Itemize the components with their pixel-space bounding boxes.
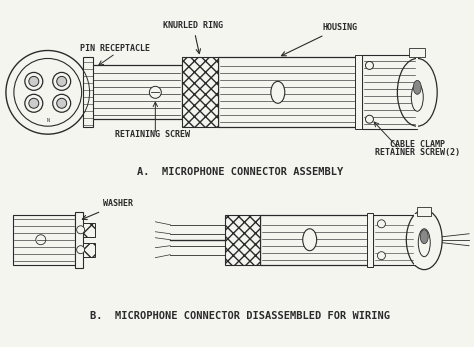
Bar xyxy=(82,243,95,257)
Bar xyxy=(367,213,374,266)
Text: N: N xyxy=(46,118,49,123)
Circle shape xyxy=(365,115,374,123)
Circle shape xyxy=(25,73,43,90)
Circle shape xyxy=(29,76,39,86)
Circle shape xyxy=(14,58,82,126)
Text: RETAINING SCREW: RETAINING SCREW xyxy=(115,130,190,139)
Circle shape xyxy=(149,86,161,98)
Bar xyxy=(89,66,182,119)
Ellipse shape xyxy=(406,210,442,270)
Bar xyxy=(417,207,431,216)
Text: RETAINER SCREW(2): RETAINER SCREW(2) xyxy=(375,148,460,157)
Bar xyxy=(182,58,218,127)
Bar xyxy=(82,223,95,237)
Bar xyxy=(218,58,357,127)
Circle shape xyxy=(53,73,71,90)
Circle shape xyxy=(53,94,71,112)
Circle shape xyxy=(377,220,385,228)
Ellipse shape xyxy=(303,229,317,251)
Circle shape xyxy=(377,252,385,260)
Bar xyxy=(374,215,415,265)
Text: HOUSING: HOUSING xyxy=(282,23,357,56)
Circle shape xyxy=(25,94,43,112)
Bar xyxy=(414,214,416,265)
Ellipse shape xyxy=(418,229,430,257)
Text: KNURLED RING: KNURLED RING xyxy=(163,21,223,53)
Bar xyxy=(355,56,363,129)
Circle shape xyxy=(77,226,85,234)
Bar xyxy=(410,48,425,58)
Circle shape xyxy=(77,246,85,254)
Circle shape xyxy=(365,61,374,69)
Bar xyxy=(74,212,82,268)
Ellipse shape xyxy=(420,230,428,244)
Circle shape xyxy=(57,98,67,108)
Ellipse shape xyxy=(397,58,437,126)
Bar xyxy=(82,58,92,127)
Circle shape xyxy=(57,76,67,86)
Ellipse shape xyxy=(411,83,423,111)
Circle shape xyxy=(36,235,46,245)
Bar xyxy=(363,56,417,129)
Text: A.  MICROPHONE CONNECTOR ASSEMBLY: A. MICROPHONE CONNECTOR ASSEMBLY xyxy=(137,167,343,177)
Circle shape xyxy=(6,51,90,134)
Bar xyxy=(260,215,369,265)
Text: B.  MICROPHONE CONNECTOR DISASSEMBLED FOR WIRING: B. MICROPHONE CONNECTOR DISASSEMBLED FOR… xyxy=(90,311,390,321)
Text: PIN RECEPTACLE: PIN RECEPTACLE xyxy=(81,44,150,53)
Bar xyxy=(225,215,260,265)
Text: CABLE CLAMP: CABLE CLAMP xyxy=(390,140,445,149)
Circle shape xyxy=(29,98,39,108)
Ellipse shape xyxy=(271,81,285,103)
Text: WASHER: WASHER xyxy=(82,200,134,220)
Bar xyxy=(416,56,418,129)
Bar xyxy=(13,215,74,265)
Ellipse shape xyxy=(413,81,421,94)
